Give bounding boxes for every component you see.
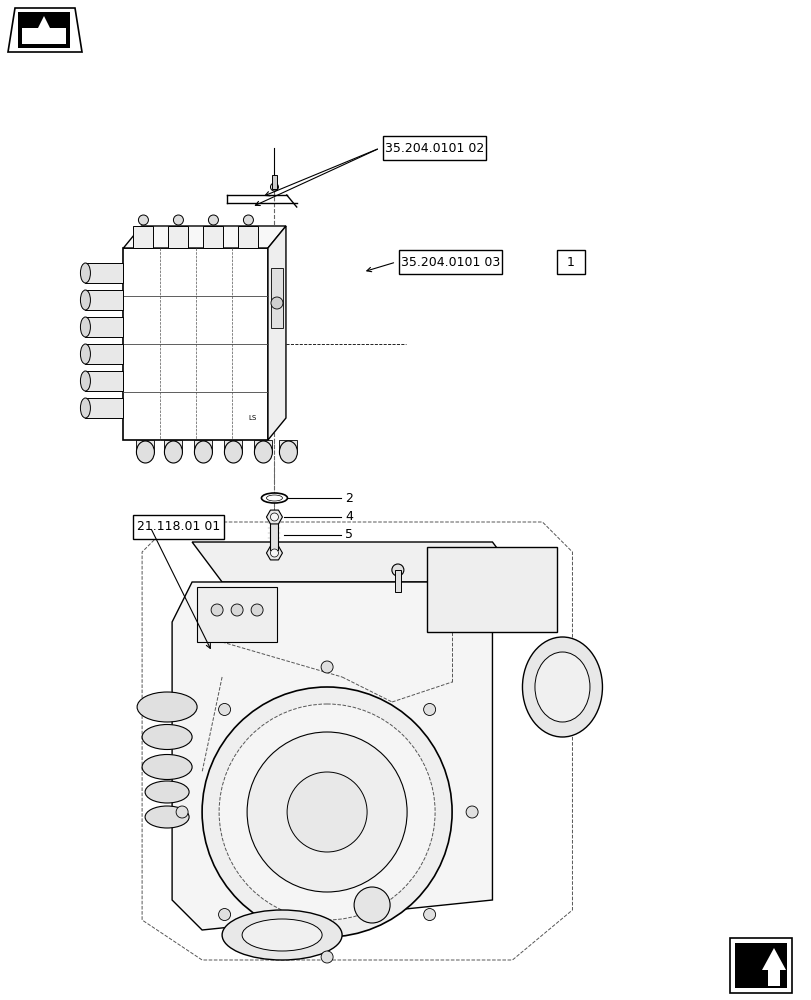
Circle shape bbox=[202, 687, 452, 937]
Bar bbox=[164, 440, 182, 452]
Ellipse shape bbox=[242, 919, 322, 951]
Bar bbox=[383, 136, 485, 160]
Bar bbox=[556, 250, 584, 274]
Circle shape bbox=[174, 215, 183, 225]
Ellipse shape bbox=[80, 344, 90, 364]
Polygon shape bbox=[123, 226, 285, 248]
Circle shape bbox=[320, 661, 333, 673]
Bar bbox=[204, 226, 223, 248]
Circle shape bbox=[218, 909, 230, 921]
Bar bbox=[254, 440, 272, 452]
Ellipse shape bbox=[80, 317, 90, 337]
Ellipse shape bbox=[224, 441, 242, 463]
Ellipse shape bbox=[279, 441, 297, 463]
Text: 35.204.0101 02: 35.204.0101 02 bbox=[384, 141, 483, 154]
Bar bbox=[168, 226, 188, 248]
Bar bbox=[85, 371, 123, 391]
Text: 4: 4 bbox=[345, 546, 353, 560]
Bar bbox=[123, 248, 268, 440]
Ellipse shape bbox=[80, 290, 90, 310]
Circle shape bbox=[251, 604, 263, 616]
Circle shape bbox=[231, 604, 242, 616]
Polygon shape bbox=[142, 522, 572, 960]
Ellipse shape bbox=[254, 441, 272, 463]
Bar bbox=[197, 587, 277, 642]
Polygon shape bbox=[192, 542, 521, 582]
Bar bbox=[194, 440, 212, 452]
Ellipse shape bbox=[80, 398, 90, 418]
Ellipse shape bbox=[80, 371, 90, 391]
Polygon shape bbox=[268, 226, 285, 440]
Circle shape bbox=[423, 703, 435, 715]
Polygon shape bbox=[172, 582, 491, 930]
Bar bbox=[133, 515, 224, 539]
Bar bbox=[427, 547, 557, 632]
Circle shape bbox=[392, 564, 403, 576]
Circle shape bbox=[219, 704, 435, 920]
Bar bbox=[85, 398, 123, 418]
Text: 1: 1 bbox=[566, 255, 574, 268]
Circle shape bbox=[218, 703, 230, 715]
Circle shape bbox=[208, 215, 218, 225]
Ellipse shape bbox=[222, 910, 341, 960]
Bar bbox=[238, 226, 258, 248]
Ellipse shape bbox=[534, 652, 590, 722]
Bar bbox=[85, 317, 123, 337]
Circle shape bbox=[287, 772, 367, 852]
Circle shape bbox=[270, 183, 278, 191]
Bar bbox=[399, 250, 501, 274]
Polygon shape bbox=[741, 948, 785, 986]
Circle shape bbox=[354, 887, 389, 923]
Ellipse shape bbox=[145, 806, 189, 828]
Circle shape bbox=[270, 549, 278, 557]
Ellipse shape bbox=[80, 263, 90, 283]
Circle shape bbox=[466, 806, 478, 818]
Bar bbox=[85, 263, 123, 283]
Ellipse shape bbox=[194, 441, 212, 463]
Text: 3: 3 bbox=[434, 593, 442, 606]
Circle shape bbox=[270, 513, 278, 521]
Ellipse shape bbox=[266, 495, 282, 501]
Ellipse shape bbox=[145, 781, 189, 803]
Bar bbox=[85, 290, 123, 310]
Polygon shape bbox=[8, 8, 82, 52]
Text: 21.118.01 01: 21.118.01 01 bbox=[137, 520, 220, 534]
Circle shape bbox=[243, 215, 253, 225]
Bar bbox=[394, 570, 401, 592]
Circle shape bbox=[423, 909, 435, 921]
Polygon shape bbox=[22, 16, 66, 44]
Bar bbox=[279, 440, 297, 452]
Ellipse shape bbox=[136, 441, 154, 463]
Ellipse shape bbox=[164, 441, 182, 463]
Ellipse shape bbox=[142, 754, 192, 780]
Bar bbox=[729, 938, 791, 993]
Circle shape bbox=[247, 732, 406, 892]
Bar bbox=[271, 268, 282, 328]
Circle shape bbox=[271, 297, 282, 309]
Ellipse shape bbox=[261, 493, 287, 503]
Text: 4: 4 bbox=[345, 510, 353, 524]
Bar bbox=[133, 226, 153, 248]
Bar bbox=[136, 440, 154, 452]
Text: LS: LS bbox=[247, 415, 256, 421]
Text: 35.204.0101 03: 35.204.0101 03 bbox=[401, 255, 500, 268]
Polygon shape bbox=[18, 12, 70, 48]
Text: 5: 5 bbox=[345, 528, 353, 542]
Bar bbox=[85, 344, 123, 364]
Bar bbox=[272, 175, 277, 189]
Bar bbox=[734, 943, 786, 988]
Ellipse shape bbox=[521, 637, 602, 737]
Circle shape bbox=[176, 806, 188, 818]
Text: 2: 2 bbox=[345, 491, 353, 504]
Ellipse shape bbox=[137, 692, 197, 722]
Ellipse shape bbox=[142, 724, 192, 750]
Circle shape bbox=[320, 951, 333, 963]
Bar bbox=[270, 521, 278, 550]
Bar bbox=[224, 440, 242, 452]
Circle shape bbox=[138, 215, 148, 225]
Circle shape bbox=[211, 604, 223, 616]
